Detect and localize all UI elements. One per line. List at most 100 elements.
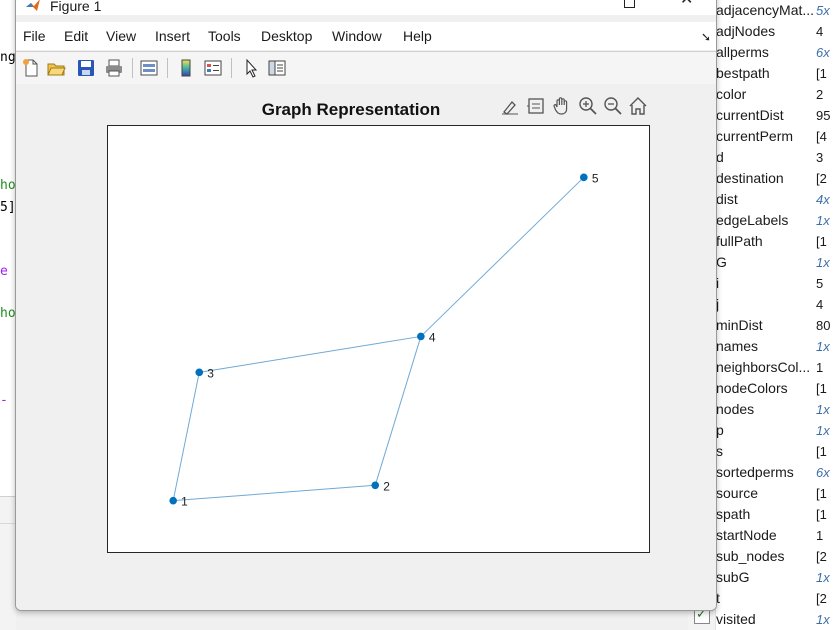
open-file-icon[interactable] [46,58,66,78]
workspace-variable-value[interactable]: 5 [816,276,824,291]
menu-window[interactable]: Window [332,28,382,44]
insert-colorbar-icon[interactable] [176,58,196,78]
workspace-variable-name[interactable]: bestpath [716,65,770,81]
workspace-variable-name[interactable]: p [716,422,724,438]
workspace-variable-value[interactable]: [2 [816,171,827,186]
workspace-variable-value[interactable]: 4x [816,192,830,207]
workspace-variable-name[interactable]: j [716,296,720,312]
workspace-variable-name[interactable]: t [716,590,720,606]
workspace-variable-name[interactable]: currentPerm [716,128,794,144]
workspace-variable-name[interactable]: d [716,149,724,165]
workspace-variable-value[interactable]: [1 [816,444,827,459]
workspace-variable-name[interactable]: adjacencyMat... [716,2,815,18]
workspace-variable-name[interactable]: s [716,443,723,459]
workspace-variable-value[interactable]: [4 [816,129,827,144]
workspace-variable-value[interactable]: 2 [816,87,824,102]
graph-node-5[interactable] [580,173,588,182]
workspace-variable-value[interactable]: [2 [816,591,827,606]
dock-arrow-icon[interactable]: ➘ [701,30,712,44]
zoom-out-icon[interactable] [603,96,623,116]
workspace-variable-value[interactable]: 5x [816,3,830,18]
home-icon[interactable] [628,96,648,116]
workspace-variable-value[interactable]: 1x [816,570,830,585]
workspace-variable-name[interactable]: minDist [716,317,763,333]
workspace-variable-name[interactable]: startNode [716,527,777,543]
toolbar-separator [132,58,133,78]
workspace-variable-name[interactable]: source [716,485,759,501]
data-tips-icon[interactable] [526,96,546,116]
property-inspector-icon[interactable] [267,58,287,78]
workspace-variable-value[interactable]: [1 [816,234,827,249]
workspace-variable-value[interactable]: 1x [816,612,830,627]
close-button[interactable]: ✕ [664,0,710,15]
workspace-variable-value[interactable]: [1 [816,507,827,522]
graph-node-2[interactable] [371,481,380,490]
print-icon[interactable] [104,58,124,78]
workspace-variable-name[interactable]: adjNodes [716,23,776,39]
graph-node-4[interactable] [417,332,425,341]
workspace-variable-name[interactable]: currentDist [716,107,784,123]
workspace-variable-value[interactable]: [1 [816,381,827,396]
workspace-variable-name[interactable]: subG [716,569,750,585]
workspace-variable-value[interactable]: 3 [816,150,824,165]
menu-file[interactable]: File [23,28,46,44]
workspace-variable-name[interactable]: allperms [716,44,769,60]
workspace-variable-value[interactable]: 1x [816,213,830,228]
workspace-variable-name[interactable]: dist [716,191,738,207]
workspace-variable-value[interactable]: 1x [816,423,830,438]
workspace-variable-name[interactable]: names [716,338,759,354]
workspace-variable-name[interactable]: sub_nodes [716,548,785,564]
matlab-icon [26,0,40,11]
pan-icon[interactable] [552,96,572,116]
workspace-variable-value[interactable]: [1 [816,486,827,501]
zoom-in-icon[interactable] [578,96,598,116]
workspace-variable-name[interactable]: fullPath [716,233,763,249]
new-figure-icon[interactable] [21,58,41,78]
menu-desktop[interactable]: Desktop [261,28,313,44]
menu-view[interactable]: View [106,28,137,44]
code-fragment: 5] [0,200,16,215]
workspace-variable-name[interactable]: spath [716,506,751,522]
graph-axes[interactable]: 1 2 3 4 5 [107,125,650,553]
graph-node-3[interactable] [195,368,204,377]
insert-legend-icon[interactable] [203,58,223,78]
workspace-variable-name[interactable]: i [716,275,720,291]
brush-icon[interactable] [500,96,520,116]
workspace-variable-value[interactable]: [2 [816,549,827,564]
graph-plot: 1 2 3 4 5 [169,171,599,509]
workspace-variable-value[interactable]: 95 [816,108,831,123]
graph-edge-4-5 [420,176,585,337]
workspace-variable-value[interactable]: 1x [816,402,830,417]
menu-tools[interactable]: Tools [208,28,241,44]
link-plot-icon[interactable] [139,58,159,78]
workspace-variable-name[interactable]: edgeLabels [716,212,789,228]
edit-plot-icon[interactable] [241,58,261,78]
command-window-area[interactable] [0,496,16,630]
workspace-variable-name[interactable]: G [716,254,727,270]
workspace-variable-value[interactable]: 1x [816,339,830,354]
maximize-button[interactable] [606,0,652,15]
workspace-variable-value[interactable]: 4 [816,24,824,39]
workspace-variable-value[interactable]: 6x [816,45,830,60]
workspace-variable-value[interactable]: 1 [816,528,824,543]
menu-insert[interactable]: Insert [155,28,191,44]
menu-help[interactable]: Help [403,28,432,44]
workspace-variable-name[interactable]: sortedperms [716,464,794,480]
workspace-variable-value[interactable]: [1 [816,66,827,81]
workspace-variable-name[interactable]: color [716,86,747,102]
workspace-variable-value[interactable]: 4 [816,297,824,312]
workspace-variable-name[interactable]: destination [716,170,784,186]
workspace-variable-name[interactable]: nodeColors [716,380,788,396]
menu-edit[interactable]: Edit [64,28,89,44]
workspace-variable-name[interactable]: nodes [716,401,755,417]
workspace-variable-name[interactable]: visited [716,611,756,627]
workspace-variable-value[interactable]: 1x [816,255,830,270]
workspace-variable-name[interactable]: neighborsCol... [716,359,811,375]
workspace-variable-value[interactable]: 1 [816,360,824,375]
graph-node-1[interactable] [169,496,177,505]
save-icon[interactable] [76,58,96,78]
workspace-variable-value[interactable]: 6x [816,465,830,480]
checkbox-icon[interactable]: ✓ [694,606,710,624]
code-fragment: - t [0,393,16,408]
workspace-variable-value[interactable]: 80 [816,318,831,333]
